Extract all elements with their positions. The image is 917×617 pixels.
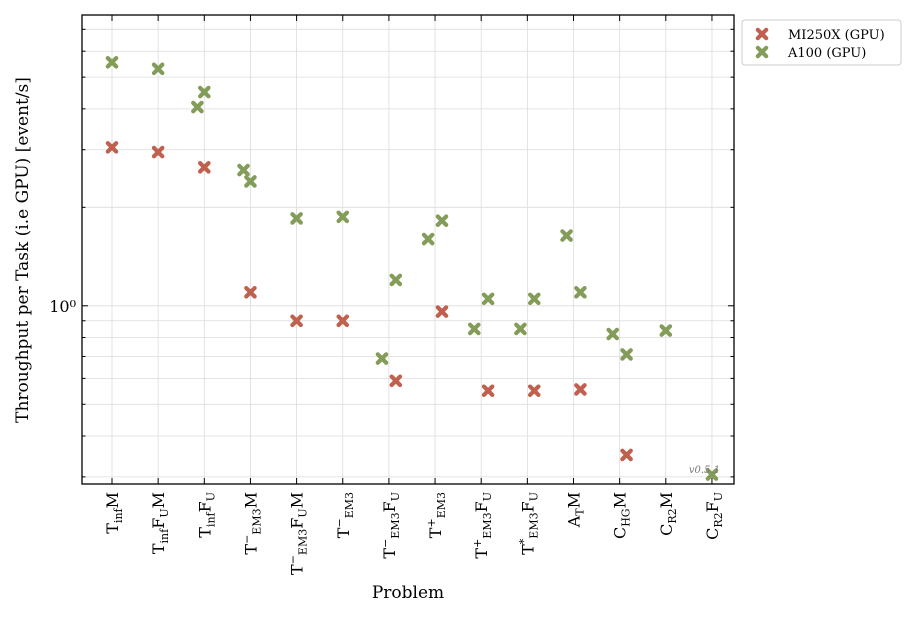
data-point-series-2 <box>435 214 449 228</box>
x-tick-label: T+EM3FU <box>471 492 494 559</box>
data-point-series-2 <box>389 273 403 287</box>
data-point-series-2 <box>467 322 481 336</box>
data-point-series-1 <box>290 314 303 328</box>
x-tick-label: T−EM3FUM <box>287 492 310 575</box>
data-point-series-2 <box>244 175 257 188</box>
plot-frame <box>81 14 735 485</box>
grid <box>82 15 734 484</box>
data-point-series-1 <box>198 161 211 174</box>
data-point-series-2 <box>514 322 527 336</box>
y-tick-label: 10⁰ <box>49 297 76 316</box>
data-point-series-2 <box>191 100 204 114</box>
legend-frame <box>741 19 902 66</box>
data-point-series-1 <box>105 141 119 154</box>
x-tick-label: ATM <box>565 492 587 528</box>
watermark: v0.5.1 <box>689 465 720 476</box>
data-point-series-2 <box>620 348 633 361</box>
x-axis-label: Problem <box>372 583 444 603</box>
data-point-series-1 <box>244 285 257 299</box>
data-point-series-2 <box>237 163 250 177</box>
data-point-series-2 <box>421 232 435 246</box>
x-tick-label: T−EM3M <box>240 492 263 555</box>
legend-label: A100 (GPU) <box>787 46 866 61</box>
x-tick-label: T+EM3 <box>425 492 448 538</box>
data-point-series-1 <box>389 374 403 388</box>
x-tick-label: T−EM3 <box>333 492 356 538</box>
legend-label: MI250X (GPU) <box>788 28 885 43</box>
x-tick-label: TinfFUM <box>149 492 171 554</box>
data-point-series-1 <box>435 305 449 318</box>
x-tick-label: TinfFU <box>195 492 217 538</box>
y-axis-ticks: 10⁰ <box>49 28 734 478</box>
data-point-series-2 <box>481 292 495 306</box>
data-point-series-2 <box>198 85 211 99</box>
data-point-series-1 <box>336 314 350 328</box>
x-tick-label: T−EM3FU <box>379 492 402 559</box>
data-point-series-1 <box>151 145 165 159</box>
data-point-series-1 <box>620 448 633 462</box>
data-point-series-2 <box>290 212 303 225</box>
data-point-series-2 <box>560 229 573 242</box>
data-point-series-2 <box>336 210 350 224</box>
data-point-series-2 <box>574 285 587 299</box>
data-point-series-2 <box>606 327 620 341</box>
data-point-series-2 <box>705 468 719 481</box>
data-point-series-2 <box>105 56 119 69</box>
x-tick-label: CR2M <box>657 492 679 536</box>
data-points <box>105 56 719 481</box>
y-axis-label: Throughput per Task (i.e GPU) [event/s] <box>13 77 33 423</box>
data-point-series-2 <box>659 324 673 337</box>
data-point-series-1 <box>481 384 495 398</box>
x-tick-label: TinfM <box>103 492 125 534</box>
data-point-series-2 <box>375 352 389 365</box>
legend-marker <box>755 45 769 59</box>
legend: MI250X (GPU) A100 (GPU) <box>741 19 902 66</box>
x-tick-label: CHGM <box>611 492 633 539</box>
x-tick-label: CR2FU <box>703 492 725 540</box>
data-point-series-2 <box>151 62 165 76</box>
x-axis-ticks: TinfM TinfFUM TinfFU T−EM3M T−EM3FUM T−EM3 T−E… <box>103 15 725 575</box>
x-tick-label: T*EM3FU <box>517 492 540 555</box>
data-point-series-2 <box>527 292 541 306</box>
data-point-series-1 <box>527 384 541 398</box>
legend-marker <box>755 27 769 41</box>
data-point-series-1 <box>574 383 587 396</box>
